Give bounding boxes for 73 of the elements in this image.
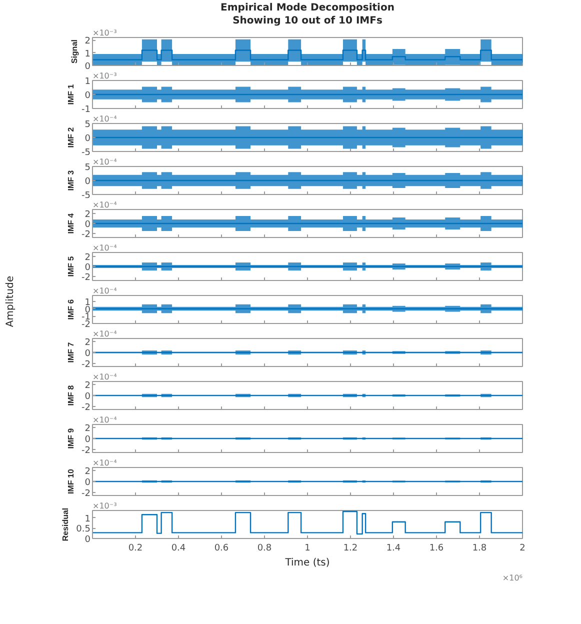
y-tick-label: 1 (84, 49, 91, 60)
x-tick-label: 0.8 (257, 544, 272, 554)
y-axis-title: IMF 7 (66, 342, 76, 363)
y-tick-label: -2 (82, 489, 91, 500)
text: ×10⁻³ (92, 28, 117, 38)
y-tick-label: -2 (82, 320, 91, 330)
y-axis-title: IMF 5 (66, 256, 76, 277)
text: ×10⁻⁴ (92, 416, 117, 424)
y-tick-label: 0 (84, 220, 91, 230)
annotation: ×10⁻⁴ (92, 244, 117, 252)
annotation: ×10⁻⁴ (92, 114, 117, 124)
y-tick-label: 0 (84, 177, 91, 187)
chart-title: Empirical Mode Decomposition (220, 2, 394, 14)
y-tick-label: -5 (82, 148, 91, 158)
y-tick-label: 5 (84, 163, 91, 173)
annotation: ×10⁻³ (92, 502, 117, 510)
y-tick-label: 2 (84, 338, 91, 348)
y-tick-label: 0 (84, 478, 91, 488)
x-tick-label: 2 (520, 544, 526, 554)
y-axis-title: IMF 9 (66, 428, 76, 449)
y-tick-label: 0 (84, 349, 91, 359)
y-tick-label: 2 (84, 210, 91, 220)
y-tick-label: 2 (84, 466, 91, 477)
y-tick-label: 0 (84, 134, 91, 144)
text: ×10⁻⁴ (92, 372, 117, 382)
x-tick-label: 0.4 (171, 544, 186, 554)
y-axis-title: IMF 10 (66, 468, 76, 494)
x-tick-label: 1.2 (343, 544, 358, 554)
y-axis-title: IMF 3 (66, 170, 76, 191)
y-tick-label: 2 (84, 424, 91, 434)
text: Amplitude (4, 276, 16, 328)
x-tick-label: 0.2 (128, 544, 143, 554)
y-tick-label: 1 (84, 514, 91, 524)
annotation: ×10⁻⁴ (92, 286, 117, 296)
y-tick-label: 0 (84, 392, 91, 402)
x-tick-label: 1 (304, 544, 310, 554)
y-tick-label: 0 (84, 263, 91, 273)
text: ×10⁻⁴ (92, 458, 117, 468)
y-tick-label: 5 (84, 120, 91, 130)
y-tick-label: 1 (84, 77, 91, 87)
annotation: ×10⁻⁴ (92, 158, 117, 166)
y-tick-label: -2 (82, 446, 91, 456)
y-tick-label: 0 (84, 535, 91, 545)
x-tick-label: 0.6 (214, 544, 229, 554)
y-axis-title: IMF 8 (66, 384, 76, 406)
y-tick-label: -2 (82, 273, 91, 283)
y-axis-title: Signal (70, 39, 79, 64)
annotation: ×10⁻⁴ (92, 200, 117, 210)
y-axis-title: IMF 1 (66, 84, 76, 105)
y-tick-label: 2 (84, 36, 91, 47)
y-tick-label: -2 (82, 360, 91, 370)
y-axis-title: IMF 6 (66, 298, 76, 320)
y-axis-title: Residual (61, 508, 70, 542)
y-tick-label: 2 (84, 380, 91, 391)
y-tick-label: 0 (84, 435, 91, 445)
x-tick-label: 1.8 (472, 544, 487, 554)
annotation: ×10⁻³ (92, 72, 117, 80)
y-tick-label: 2 (84, 253, 91, 263)
text: ×10⁶ (502, 574, 523, 582)
y-tick-label: -1 (82, 105, 91, 115)
x-tick-label: 1.6 (429, 544, 444, 554)
y-axis-title: IMF 2 (66, 126, 76, 148)
x-axis-title: Time (ts) (284, 558, 330, 568)
y-tick-label: -2 (82, 230, 91, 240)
text: ×10⁻⁴ (92, 330, 117, 338)
chart-subtitle: Showing 10 out of 10 IMFs (232, 16, 382, 26)
y-tick-label: 0 (84, 62, 91, 72)
y-axis-title: IMF 4 (66, 212, 76, 234)
y-tick-label: -5 (82, 191, 91, 201)
y-tick-label: 0.5 (76, 524, 91, 535)
x-tick-label: 1.4 (386, 544, 401, 554)
y-tick-label: 0 (84, 91, 91, 101)
y-tick-label: -2 (82, 403, 91, 414)
